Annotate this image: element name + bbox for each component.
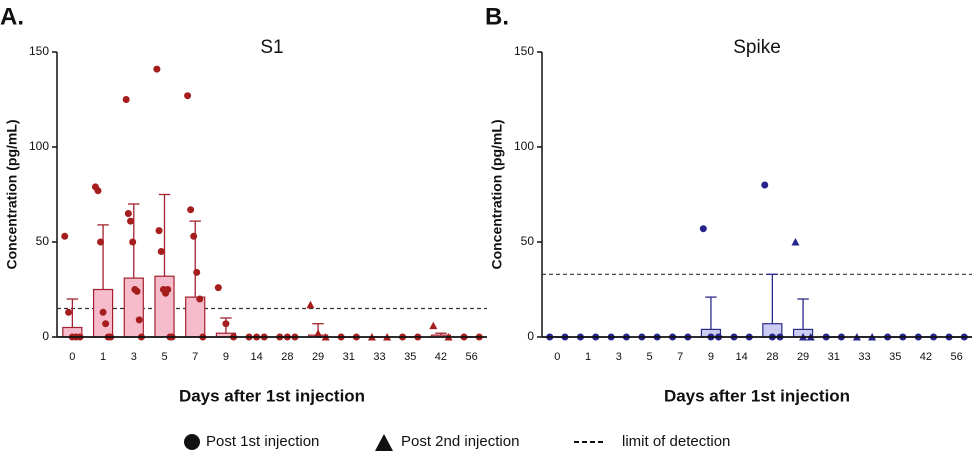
x-tick-label: 3 (131, 351, 137, 363)
x-tick-label: 14 (251, 351, 263, 363)
y-tick-label: 150 (514, 44, 534, 58)
data-point (214, 284, 222, 292)
y-tick-label: 50 (36, 234, 50, 248)
y-tick-label: 0 (42, 329, 49, 343)
x-tick-label: 14 (736, 351, 748, 363)
x-tick-label: 35 (889, 351, 901, 363)
x-tick-label: 1 (585, 351, 591, 363)
x-tick-label: 28 (766, 351, 778, 363)
data-point (133, 287, 141, 295)
x-tick-label: 5 (161, 351, 167, 363)
x-tick-label: 0 (554, 351, 560, 363)
x-tick-label: 56 (951, 351, 963, 363)
panel-label: B. (485, 3, 509, 30)
x-axis-label: Days after 1st injection (179, 386, 365, 405)
data-point (102, 320, 110, 328)
data-point (135, 316, 143, 324)
data-point (190, 232, 198, 240)
data-point (157, 248, 165, 255)
x-tick-label: 5 (646, 351, 652, 363)
x-tick-label: 9 (708, 351, 714, 363)
x-tick-label: 7 (677, 351, 683, 363)
y-tick-label: 100 (29, 139, 49, 153)
x-tick-label: 29 (312, 351, 324, 363)
bar (185, 296, 206, 338)
legend: Post 1st injection Post 2nd injection li… (184, 433, 730, 451)
x-tick-label: 35 (404, 351, 416, 363)
legend-triangle (375, 434, 393, 451)
chart-title: Spike (733, 37, 781, 58)
y-axis-label: Concentration (pg/mL) (489, 119, 505, 269)
y-tick-label: 50 (521, 234, 535, 248)
data-point (761, 181, 769, 189)
data-point (314, 329, 323, 337)
y-tick-label: 150 (29, 44, 49, 58)
data-point (193, 268, 201, 276)
data-point (429, 321, 438, 330)
x-tick-label: 31 (343, 351, 355, 363)
x-axis-label: Days after 1st injection (664, 386, 850, 405)
chart-title: S1 (260, 37, 283, 58)
data-point (127, 217, 135, 225)
x-tick-label: 9 (223, 351, 229, 363)
data-point (122, 96, 130, 103)
x-tick-label: 42 (435, 351, 447, 363)
legend-label: Post 2nd injection (401, 433, 519, 450)
x-tick-label: 33 (858, 351, 870, 363)
data-point (164, 286, 172, 293)
data-point (65, 308, 73, 316)
data-point (222, 320, 230, 328)
data-point (699, 225, 707, 233)
data-point (94, 187, 102, 195)
data-point (184, 92, 192, 100)
y-tick-label: 0 (527, 329, 534, 343)
bar (154, 275, 175, 338)
data-point (306, 300, 315, 309)
x-tick-label: 42 (920, 351, 932, 363)
data-point (187, 206, 195, 214)
x-tick-label: 29 (797, 351, 809, 363)
data-point (791, 238, 800, 246)
data-point (124, 210, 132, 217)
data-point (61, 232, 69, 240)
legend-circle (184, 434, 200, 450)
legend-label: limit of detection (622, 433, 730, 450)
legend-label: Post 1st injection (206, 433, 319, 450)
x-tick-label: 3 (616, 351, 622, 363)
data-point (99, 308, 107, 316)
x-tick-label: 1 (100, 351, 106, 363)
data-point (155, 227, 163, 235)
x-tick-label: 0 (69, 351, 75, 363)
panel-label: A. (0, 3, 24, 30)
data-point (129, 238, 137, 246)
data-point (196, 295, 204, 303)
x-tick-label: 56 (466, 351, 478, 363)
data-point (97, 238, 105, 246)
y-tick-label: 100 (514, 139, 534, 153)
x-tick-label: 33 (373, 351, 385, 363)
y-axis-label: Concentration (pg/mL) (4, 119, 20, 269)
x-tick-label: 7 (192, 351, 198, 363)
data-point (153, 65, 161, 73)
x-tick-label: 28 (281, 351, 293, 363)
x-tick-label: 31 (828, 351, 840, 363)
